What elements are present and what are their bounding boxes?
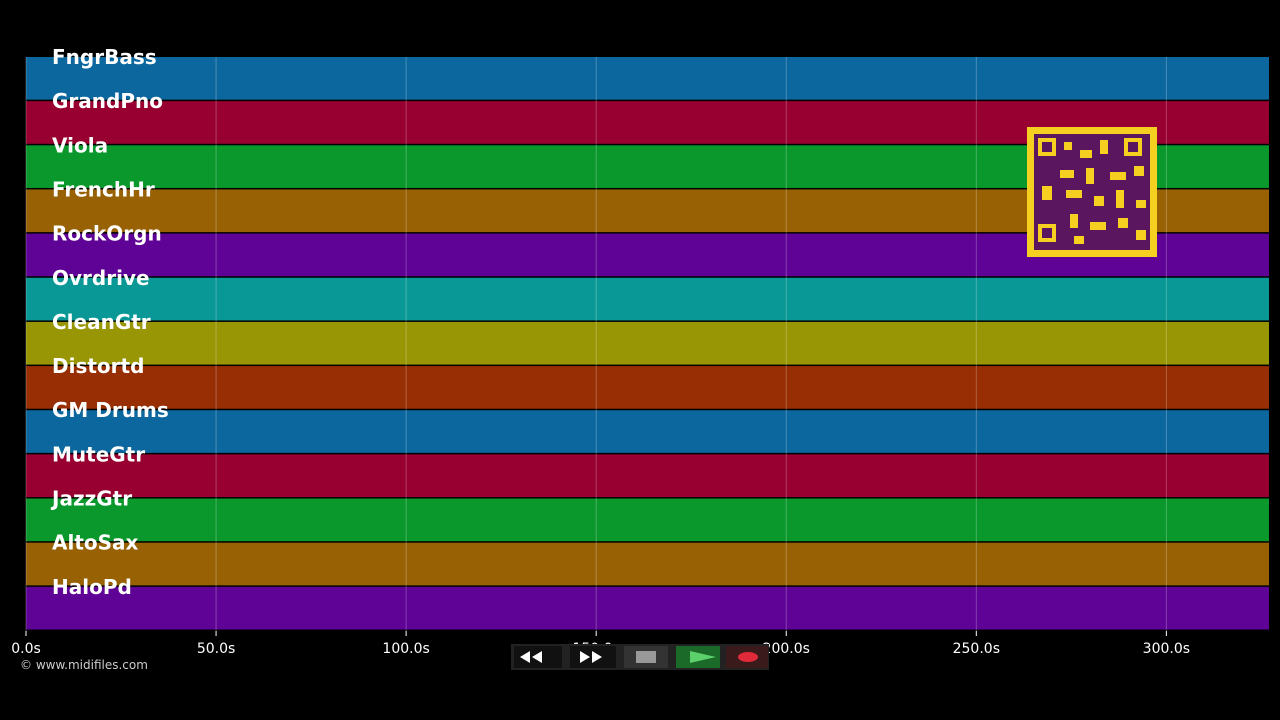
track-name: GrandPno xyxy=(52,89,163,113)
track-name: Ovrdrive xyxy=(52,266,150,290)
x-tick-label: 0.0s xyxy=(11,641,41,657)
transport-controls xyxy=(511,644,769,670)
track-lane xyxy=(26,277,1269,321)
forward-button[interactable] xyxy=(570,646,616,668)
track-name: Viola xyxy=(52,133,108,157)
track-name: GM Drums xyxy=(52,398,169,422)
track-lane xyxy=(26,57,1269,100)
track-lane xyxy=(26,498,1269,542)
track-lane xyxy=(26,586,1269,630)
x-tick-label: 250.0s xyxy=(953,641,1000,657)
record-button[interactable] xyxy=(726,646,768,668)
track-name: JazzGtr xyxy=(50,487,132,511)
play-button[interactable] xyxy=(676,646,720,668)
stop-button[interactable] xyxy=(624,646,668,668)
track-name: HaloPd xyxy=(52,575,132,599)
track-name: CleanGtr xyxy=(52,310,151,334)
grid xyxy=(25,57,1167,631)
track-names: FngrBass GrandPno Viola FrenchHr RockOrgn Ovr… xyxy=(50,45,169,599)
track-name: RockOrgn xyxy=(52,222,162,246)
track-lane xyxy=(26,366,1269,409)
qr-code xyxy=(1027,127,1157,257)
x-tick-label: 50.0s xyxy=(197,641,235,657)
credit: © www.midifiles.com xyxy=(20,658,148,672)
track-name: FrenchHr xyxy=(52,177,155,201)
x-tick-label: 200.0s xyxy=(763,641,810,657)
track-name: AltoSax xyxy=(52,531,139,555)
track-lane xyxy=(26,321,1269,365)
track-lane xyxy=(26,454,1269,498)
x-tick-label: 300.0s xyxy=(1143,641,1190,657)
rewind-button[interactable] xyxy=(514,646,562,668)
track-name: Distortd xyxy=(52,354,144,378)
track-lane xyxy=(26,410,1269,453)
track-lane xyxy=(26,542,1269,586)
x-tick-label: 100.0s xyxy=(382,641,429,657)
track-name: MuteGtr xyxy=(52,442,145,466)
track-name: FngrBass xyxy=(52,45,157,69)
